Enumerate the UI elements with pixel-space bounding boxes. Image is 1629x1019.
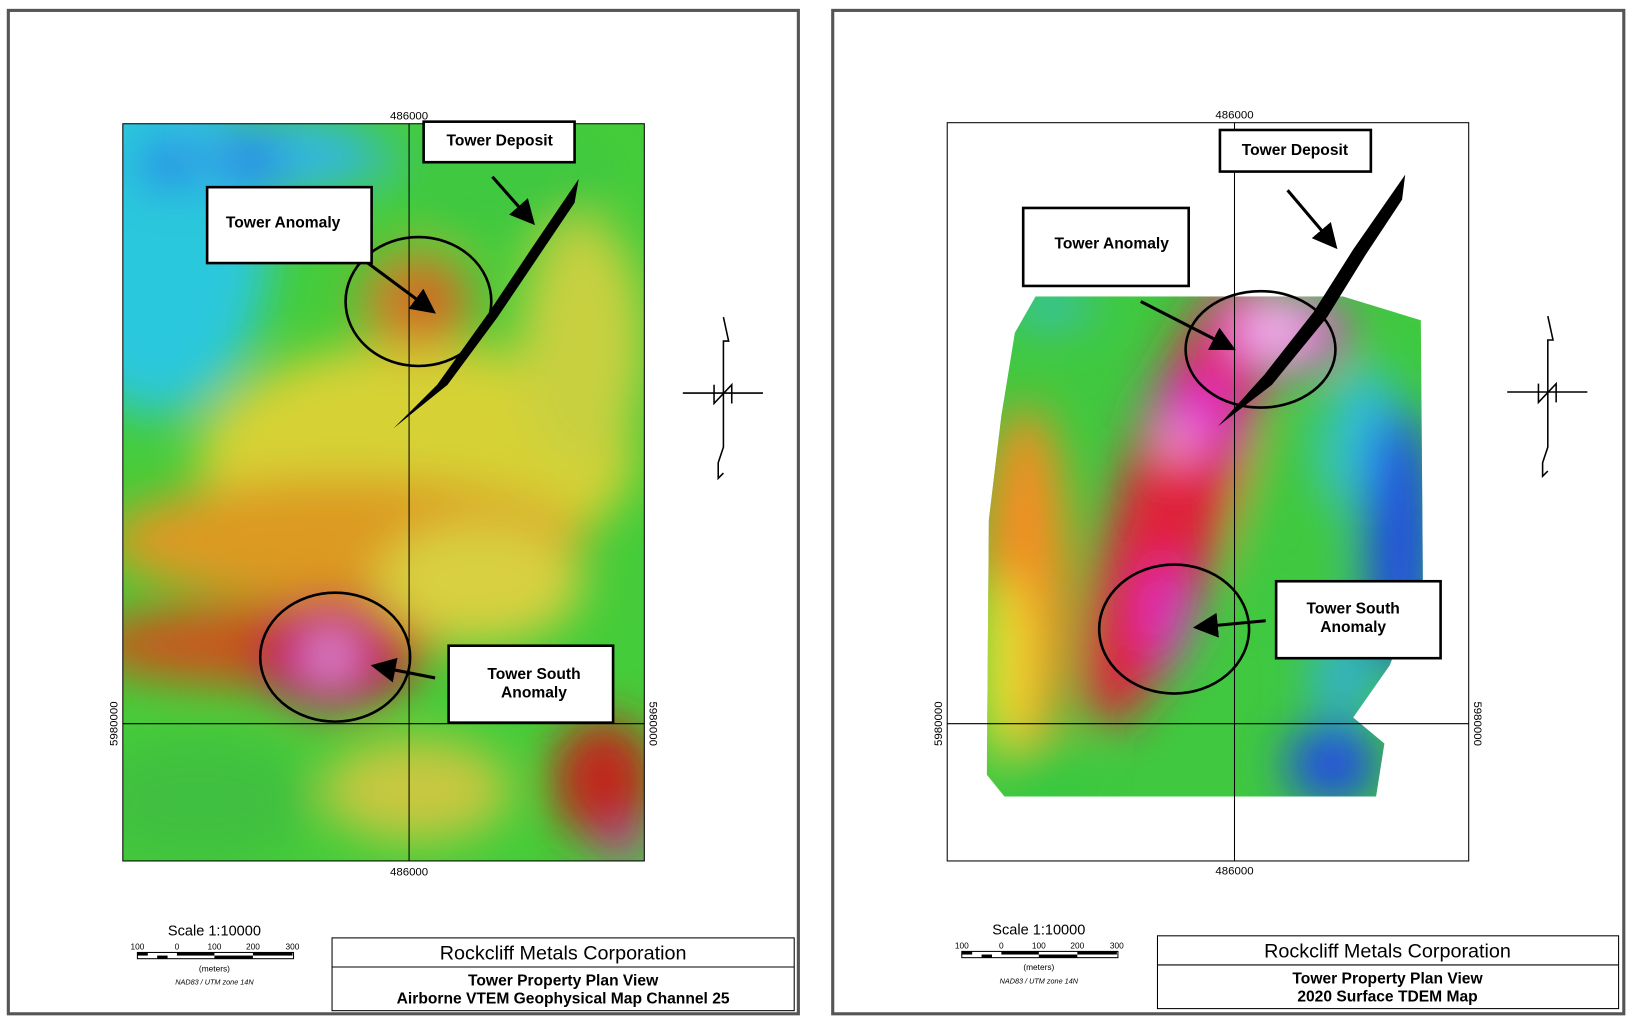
annotation: Anomaly bbox=[1320, 619, 1386, 636]
map-border bbox=[122, 123, 645, 862]
scale-tick: 300 bbox=[1110, 940, 1124, 950]
north-arrow bbox=[1507, 315, 1588, 479]
map-title: Tower Property Plan View bbox=[1292, 971, 1483, 988]
scale-unit: (meters) bbox=[1023, 962, 1054, 972]
northing-label: 5980000 bbox=[1471, 701, 1483, 746]
anomaly-circle bbox=[258, 591, 412, 723]
scale-tick: 100 bbox=[207, 941, 221, 951]
annotation: Anomaly bbox=[501, 685, 567, 702]
label-box bbox=[422, 120, 576, 164]
annotation: Tower Deposit bbox=[446, 133, 552, 150]
scale-tick: 0 bbox=[999, 940, 1004, 950]
annotation: Tower Anomaly bbox=[1054, 235, 1169, 252]
scale-label: Scale 1:10000 bbox=[168, 924, 261, 940]
arrow bbox=[370, 657, 436, 683]
frame bbox=[6, 8, 800, 1016]
scale-tick: 200 bbox=[246, 941, 260, 951]
anomaly-circle bbox=[344, 235, 493, 368]
map-subtitle: Airborne VTEM Geophysical Map Channel 25 bbox=[397, 990, 730, 1007]
title-block bbox=[331, 937, 795, 1012]
scale-label: Scale 1:10000 bbox=[992, 922, 1085, 938]
arrow bbox=[1286, 189, 1338, 250]
easting-label: 486000 bbox=[1215, 109, 1253, 121]
datum: NAD83 / UTM zone 14N bbox=[1000, 976, 1079, 985]
label-box bbox=[205, 185, 373, 265]
annotation: Tower Anomaly bbox=[226, 215, 341, 232]
scale-tick: 300 bbox=[286, 941, 300, 951]
scale-tick: 200 bbox=[1070, 940, 1084, 950]
title-block bbox=[1156, 935, 1620, 1010]
map-border bbox=[946, 122, 1470, 862]
map-subtitle: 2020 Surface TDEM Map bbox=[1297, 988, 1477, 1005]
heatmap bbox=[122, 123, 645, 861]
arrow bbox=[365, 260, 436, 314]
scale-tick: 100 bbox=[130, 941, 144, 951]
northing-label: 5980000 bbox=[109, 701, 121, 746]
arrow bbox=[1192, 612, 1266, 638]
label-box bbox=[1274, 579, 1442, 660]
arrow bbox=[491, 175, 535, 226]
annotation: Tower Deposit bbox=[1242, 142, 1348, 159]
label-box bbox=[1021, 206, 1191, 288]
annotation: Tower South bbox=[487, 666, 580, 683]
northing-label: 5980000 bbox=[933, 701, 945, 746]
company: Rockcliff Metals Corporation bbox=[1264, 941, 1511, 963]
frame bbox=[831, 8, 1626, 1016]
anomaly-circle bbox=[1184, 289, 1337, 409]
scale-tick: 0 bbox=[175, 941, 180, 951]
scale-bar bbox=[136, 951, 295, 960]
map-panel: 486000 486000 5980000 5980000 Tower Depo… bbox=[831, 8, 1626, 1016]
annotation: Tower South bbox=[1307, 600, 1400, 617]
easting-label: 486000 bbox=[390, 866, 428, 878]
heatmap bbox=[986, 296, 1423, 797]
scale-tick: 100 bbox=[955, 940, 969, 950]
scale-unit: (meters) bbox=[199, 963, 230, 973]
easting-label: 486000 bbox=[1215, 865, 1253, 877]
scale-bar bbox=[961, 950, 1119, 959]
label-box bbox=[447, 644, 615, 724]
map-panel: 486000 486000 5980000 5980000 Tower Depo… bbox=[6, 8, 800, 1016]
arrow bbox=[1140, 300, 1236, 351]
label-box bbox=[1218, 128, 1373, 173]
anomaly-circle bbox=[1097, 563, 1251, 695]
scale-tick: 100 bbox=[1032, 940, 1046, 950]
northing-label: 5980000 bbox=[647, 701, 659, 746]
north-arrow bbox=[682, 316, 763, 481]
easting-label: 486000 bbox=[390, 110, 428, 122]
company: Rockcliff Metals Corporation bbox=[440, 943, 687, 965]
map-title: Tower Property Plan View bbox=[468, 973, 659, 990]
datum: NAD83 / UTM zone 14N bbox=[175, 978, 254, 987]
